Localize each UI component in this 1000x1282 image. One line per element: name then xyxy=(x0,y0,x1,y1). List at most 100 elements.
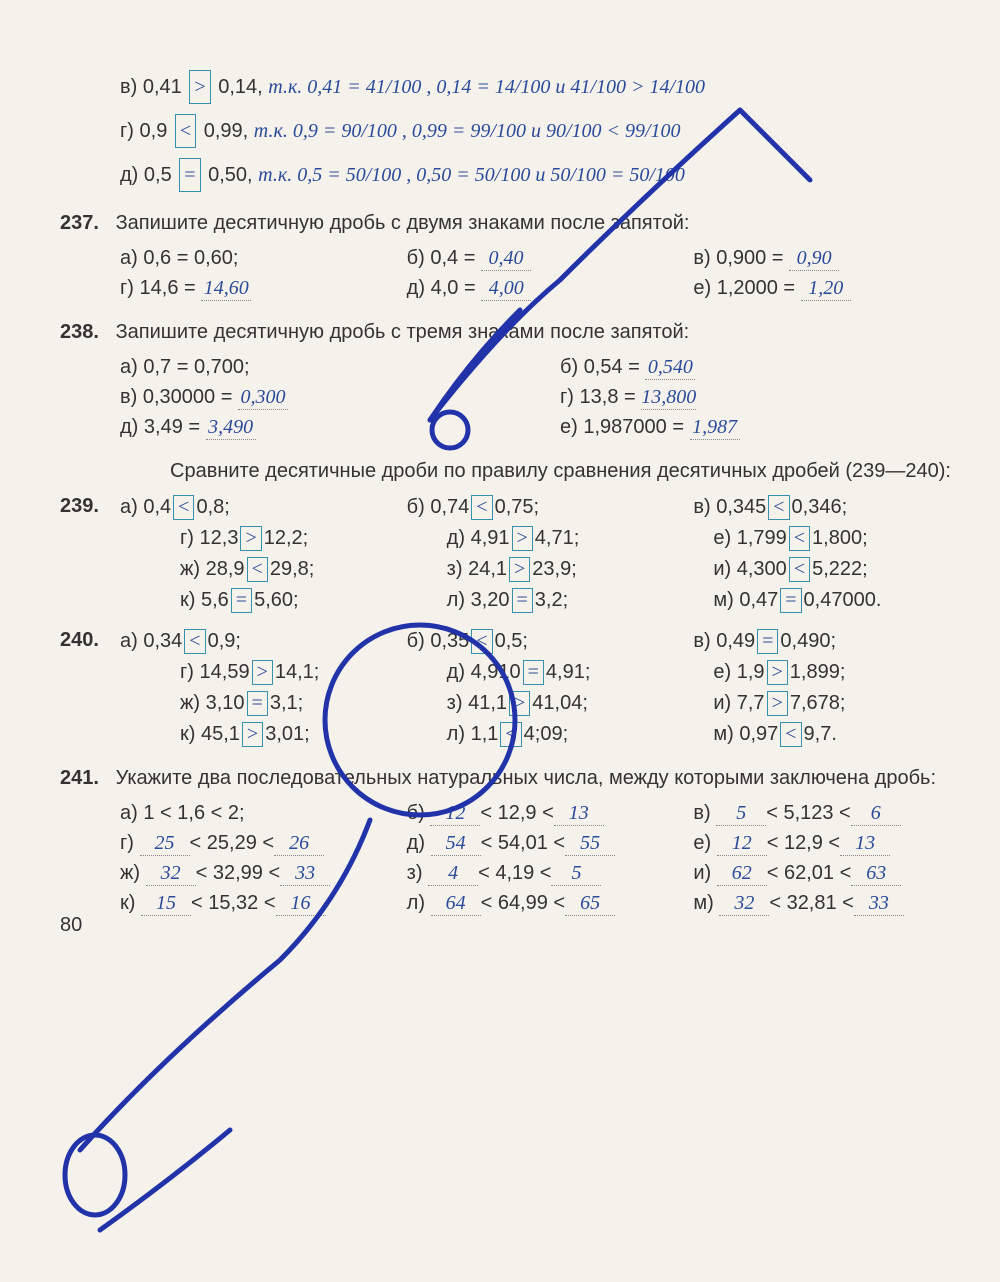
compare-cell: ж) 28,9<29,8; xyxy=(120,557,427,582)
compare-cell: и) 7,7>7,678; xyxy=(713,691,960,716)
label: д) xyxy=(120,416,138,438)
label: к) xyxy=(180,723,195,745)
cmp-box: > xyxy=(509,691,530,716)
compare-cell: м) 0,47=0,47000. xyxy=(713,588,960,613)
val-a: 12,3 xyxy=(200,527,239,549)
ans-b: 33 xyxy=(854,892,904,916)
compare-cell: и) 4,300<5,222; xyxy=(713,557,960,582)
label: ж) xyxy=(180,692,200,714)
compare-row: к) 5,6=5,60; л) 3,20=3,2; м) 0,47=0,47000. xyxy=(60,588,960,613)
p241-cell: ж) 32< 32,99 <33 xyxy=(120,862,387,886)
val-a: 0,35 xyxy=(430,630,469,652)
p237-g: г) 14,6 = 14,60 xyxy=(120,277,387,301)
val-a: 3,20 xyxy=(471,589,510,611)
compare-cell: л) 3,20=3,2; xyxy=(447,588,694,613)
p241-cell: з) 4< 4,19 <5 xyxy=(407,862,674,886)
cmp-box: > xyxy=(767,660,788,685)
p237-row2: г) 14,6 = 14,60 д) 4,0 = 4,00 е) 1,2000 … xyxy=(60,277,960,301)
label: м) xyxy=(693,892,713,914)
cmp-box: = xyxy=(512,588,533,613)
cmp-box: < xyxy=(789,526,810,551)
label: а) xyxy=(120,496,138,518)
label: л) xyxy=(447,723,465,745)
ans-b: 65 xyxy=(565,892,615,916)
compare-row: к) 45,1>3,01;л) 1,1<4;09;м) 0,97<9,7. xyxy=(60,722,960,747)
label: е) xyxy=(713,661,731,683)
cmp-box: = xyxy=(247,691,268,716)
problem-238: 238. Запишите десятичную дробь с тремя з… xyxy=(60,321,960,344)
answer: 1,987 xyxy=(690,416,740,440)
compare-cell: к) 5,6=5,60; xyxy=(120,588,427,613)
cmp-box: < xyxy=(173,495,194,520)
val-b: 4,71; xyxy=(535,527,579,549)
cmp-box: = xyxy=(780,588,801,613)
p237-b: б) 0,4 = 0,40 xyxy=(407,247,674,271)
handwork: т.к. 0,41 = 41/100 , 0,14 = 14/100 и 41/… xyxy=(268,76,705,98)
val1: 0,41 xyxy=(143,76,182,98)
val-a: 0,74 xyxy=(430,496,469,518)
val-a: 0,97 xyxy=(739,723,778,745)
val-b: 9,7. xyxy=(804,723,837,745)
text: 1 < 1,6 < 2; xyxy=(143,802,244,824)
ans-a: 15 xyxy=(141,892,191,916)
text: 4,0 = xyxy=(431,277,476,299)
val-b: 0,5; xyxy=(495,630,528,652)
text: 0,54 = xyxy=(584,356,640,378)
answer: 14,60 xyxy=(201,277,251,301)
label: к) xyxy=(180,589,195,611)
p241-cell: к) 15< 15,32 <16 xyxy=(120,892,387,916)
ans-a: 25 xyxy=(140,832,190,856)
val-b: 0,490; xyxy=(780,630,836,652)
val-b: 14,1; xyxy=(275,661,319,683)
ans-a: 4 xyxy=(428,862,478,886)
val-b: 3,01; xyxy=(265,723,309,745)
p241-cell: д) 54< 54,01 <55 xyxy=(407,832,674,856)
label: е) xyxy=(713,527,731,549)
compare-cell: в) 0,49=0,490; xyxy=(693,629,960,654)
ans-a: 32 xyxy=(719,892,769,916)
val-b: 0,9; xyxy=(208,630,241,652)
ans-b: 6 xyxy=(851,802,901,826)
val-a: 5,6 xyxy=(201,589,229,611)
p241-cell: а) 1 < 1,6 < 2; xyxy=(120,802,387,826)
val-b: 41,04; xyxy=(532,692,588,714)
cmp-box: > xyxy=(242,722,263,747)
ans-b: 13 xyxy=(840,832,890,856)
cmp-box: < xyxy=(471,629,492,654)
label: а) xyxy=(120,356,138,378)
middle: < 32,99 < xyxy=(196,862,281,884)
ans-b: 13 xyxy=(554,802,604,826)
val-b: 3,1; xyxy=(270,692,303,714)
val2: 0,14, xyxy=(218,76,262,98)
answer: 0,300 xyxy=(238,386,288,410)
val-a: 0,49 xyxy=(716,630,755,652)
label: д) xyxy=(447,527,465,549)
answer: 0,540 xyxy=(645,356,695,380)
p238-g: г) 13,8 = 13,800 xyxy=(560,386,960,410)
page-number: 80 xyxy=(60,914,82,937)
compare-cell: г) 14,59>14,1; xyxy=(120,660,427,685)
label: з) xyxy=(447,558,463,580)
handwork: т.к. 0,5 = 50/100 , 0,50 = 50/100 и 50/1… xyxy=(258,164,685,186)
problem-239: а) 0,4<0,8;б) 0,74<0,75;в) 0,345<0,346;2… xyxy=(60,495,960,613)
p241-cell: в) 5< 5,123 <6 xyxy=(693,802,960,826)
label: и) xyxy=(693,862,711,884)
text: 1,2000 = xyxy=(717,277,795,299)
cmp-box: = xyxy=(231,588,252,613)
compare-cell: з) 41,1>41,04; xyxy=(447,691,694,716)
label: ж) xyxy=(180,558,200,580)
val-a: 7,7 xyxy=(737,692,765,714)
problem-title: Укажите два последовательных натуральных… xyxy=(116,767,936,789)
text: 0,4 = xyxy=(430,247,475,269)
val-a: 4,910 xyxy=(471,661,521,683)
p237-a: а) 0,6 = 0,60; xyxy=(120,247,387,271)
line-d: д) 0,5 = 0,50, т.к. 0,5 = 50/100 , 0,50 … xyxy=(120,158,960,192)
label: в) xyxy=(120,76,137,98)
compare-row: г) 12,3>12,2;д) 4,91>4,71;е) 1,799<1,800… xyxy=(60,526,960,551)
label: г) xyxy=(180,661,194,683)
text: 3,49 = xyxy=(144,416,200,438)
label: в) xyxy=(120,386,137,408)
cmp-box: > xyxy=(509,557,530,582)
p241-cell: м) 32< 32,81 <33 xyxy=(693,892,960,916)
label: л) xyxy=(407,892,425,914)
